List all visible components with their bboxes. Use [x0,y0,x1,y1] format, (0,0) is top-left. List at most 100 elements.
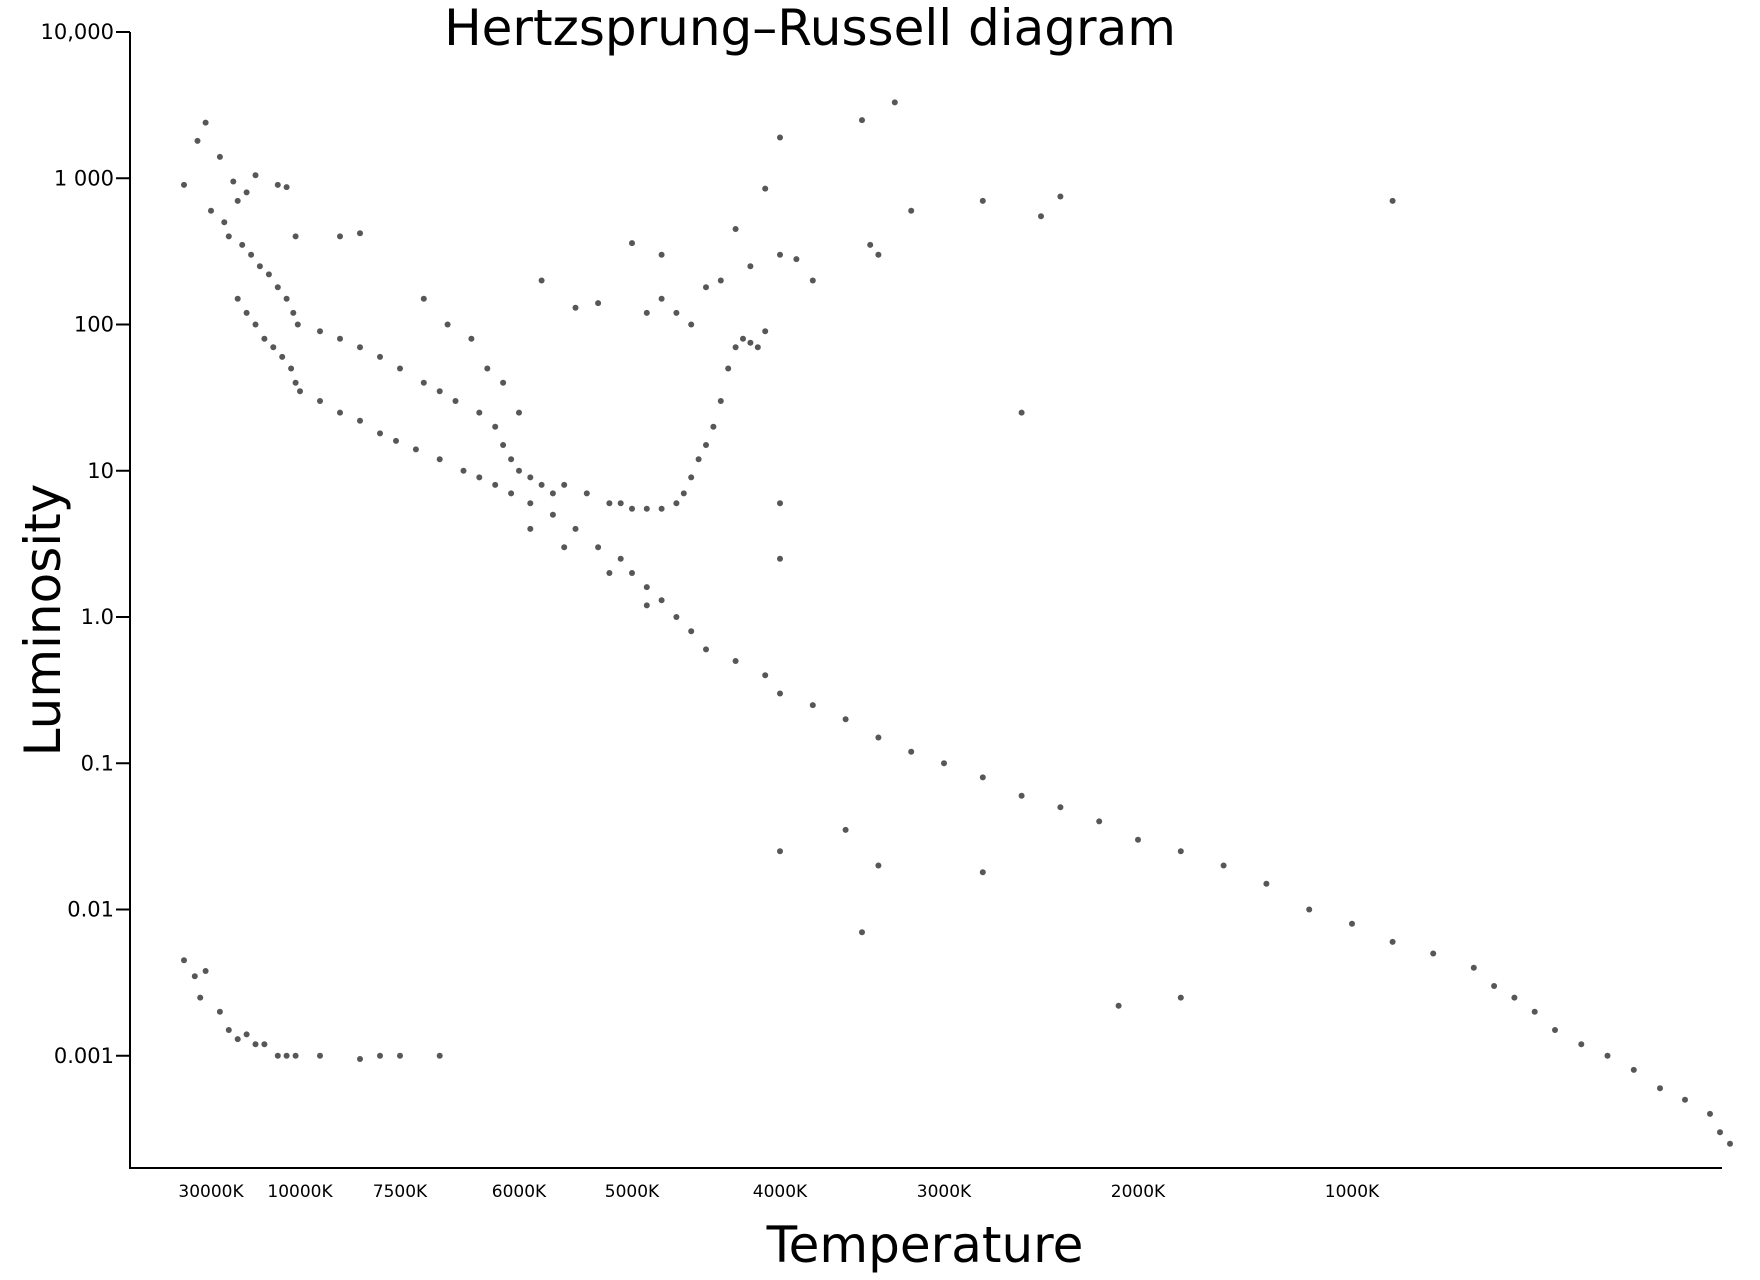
star-point [191,973,198,980]
star-point [617,555,624,562]
star-point [617,500,624,507]
star-point [629,505,635,512]
star-point [357,230,363,237]
star-point [337,233,343,240]
star-point [225,233,232,240]
star-point [468,335,475,342]
star-point [1717,1129,1723,1136]
star-point [809,277,816,284]
star-point [1707,1110,1713,1117]
star-point [239,241,246,248]
star-point [225,1027,232,1033]
star-point [572,304,579,311]
star-point [500,442,507,448]
star-point [695,456,702,463]
star-point [252,321,259,328]
star-point [292,1052,299,1059]
star-point [216,153,223,160]
star-point [274,1052,281,1059]
star-point [703,284,709,291]
x-axis-title: Temperature [766,1216,1084,1274]
star-point [793,256,800,263]
star-point [1511,994,1518,1001]
star-point [673,614,680,620]
star-point [717,277,724,284]
star-point [1630,1066,1637,1073]
star-point [500,379,507,386]
star-point [859,929,865,936]
star-point [1018,792,1025,799]
star-point [230,178,237,185]
star-point [762,328,769,335]
star-point [1604,1052,1611,1059]
star-point [420,295,427,302]
x-tick-label: 4000K [753,1182,808,1202]
star-point [377,353,383,360]
star-point [252,172,259,179]
star-point [1263,880,1270,887]
star-point [859,117,865,124]
star-point [643,505,650,512]
star-point [688,474,695,481]
star-point [643,309,650,316]
star-point [243,1031,250,1038]
star-point [1135,836,1141,843]
star-point [1306,906,1313,913]
star-point [979,869,986,876]
star-point [629,570,635,576]
star-point [194,137,201,144]
star-point [777,134,783,141]
star-point [317,398,323,404]
star-point [1389,938,1396,945]
x-tick-label: 5000K [605,1182,660,1202]
star-point [317,328,323,335]
star-point [549,511,556,518]
star-point [732,658,739,664]
star-point [508,490,515,497]
star-point [412,446,419,453]
star-point [979,774,986,781]
star-point [1531,1008,1538,1015]
star-point [1177,848,1184,855]
star-point [688,628,695,635]
star-point [1057,804,1064,811]
star-point [732,344,739,351]
chart-title: Hertzsprung–Russell diagram [444,0,1176,57]
x-tick-label: 6000K [492,1182,547,1202]
star-point [1682,1096,1688,1103]
star-point [460,467,467,474]
star-point [606,500,613,507]
star-point [216,1008,223,1015]
star-point [221,219,228,226]
star-point [397,365,403,372]
star-point [867,241,874,248]
star-point [908,207,915,214]
star-point [292,379,299,386]
star-point [732,226,739,232]
star-point [234,197,241,204]
star-point [261,1041,268,1048]
star-point [1115,1002,1122,1009]
x-tick-label: 10000K [267,1182,333,1202]
star-point [420,379,427,386]
star-point [595,300,602,307]
star-point [673,500,680,507]
star-point [283,184,290,191]
star-point [1578,1041,1585,1048]
x-tick-label: 3000K [917,1182,972,1202]
star-point [484,365,491,372]
y-tick-label: 10 [87,459,114,483]
star-point [643,584,650,591]
star-point [234,295,241,302]
star-point [516,409,522,416]
star-point [337,409,343,416]
star-point [444,321,451,328]
star-point [197,994,204,1001]
star-point [527,500,534,507]
star-point [476,409,483,416]
star-point [583,490,590,497]
star-point [710,423,717,430]
star-point [908,748,915,755]
star-point [243,189,250,196]
